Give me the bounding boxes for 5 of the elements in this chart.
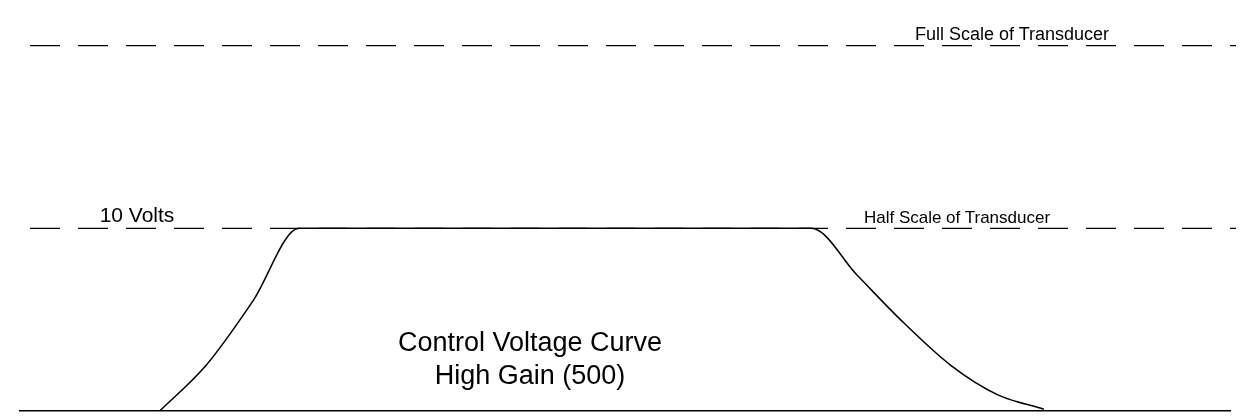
annotation: Control Voltage Curve [397,327,663,358]
ref-line-label: Half Scale of Transducer [863,207,1051,227]
annotation: 10 Volts [99,202,175,226]
annotation: High Gain (500) [434,360,626,391]
ref-line-label: Full Scale of Transducer [914,23,1110,44]
